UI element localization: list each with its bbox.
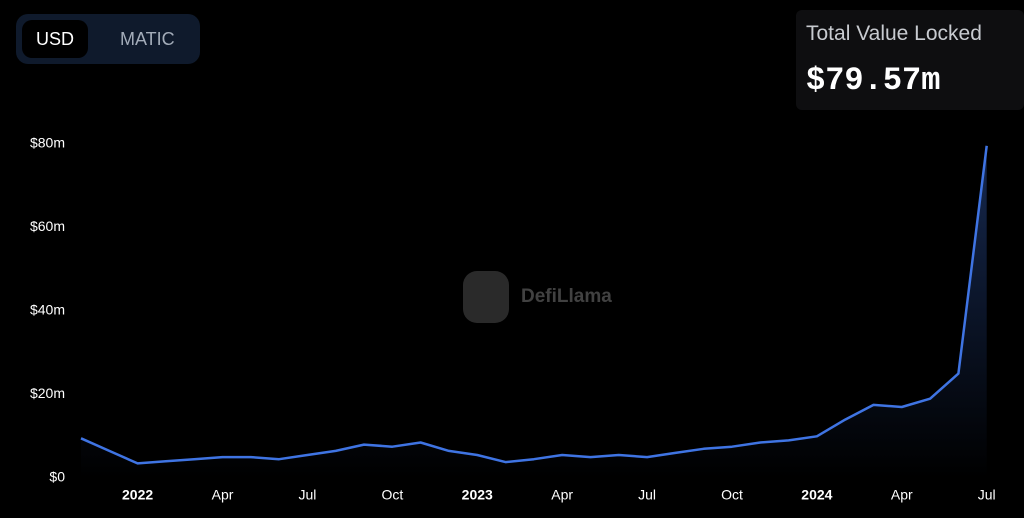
y-tick-label: $40m xyxy=(30,302,65,318)
currency-toggle: USD MATIC xyxy=(16,14,200,64)
x-tick-label: Jul xyxy=(638,487,656,503)
x-tick-label: Oct xyxy=(381,487,403,503)
x-tick-label: Apr xyxy=(891,487,913,503)
toggle-option[interactable]: USD xyxy=(22,20,89,58)
x-tick-label: Jul xyxy=(298,487,316,503)
x-tick-label: Apr xyxy=(551,487,573,503)
y-tick-label: $0 xyxy=(49,469,65,485)
area xyxy=(81,145,987,479)
watermark-text: DefiLlama xyxy=(521,286,612,307)
tvl-line xyxy=(80,145,988,465)
y-tick-label: $60m xyxy=(30,218,65,234)
y-tick-label: $80m xyxy=(30,135,65,151)
toggle-option[interactable]: MATIC xyxy=(120,29,175,49)
x-tick-label: Oct xyxy=(721,487,743,503)
summary-box: Total Value Locked $79.57m xyxy=(796,10,1024,110)
x-tick-label: Jul xyxy=(978,487,996,503)
watermark: DefiLlama xyxy=(463,271,612,323)
x-tick-label: 2022 xyxy=(122,487,153,503)
x-tick-label: 2023 xyxy=(462,487,493,503)
x-tick-label: Apr xyxy=(212,487,234,503)
x-tick-label: 2024 xyxy=(801,487,832,503)
summary-label: Total Value Locked xyxy=(806,22,982,45)
y-tick-label: $20m xyxy=(30,385,65,401)
summary-value: $79.57m xyxy=(806,62,941,99)
watermark-logo xyxy=(463,271,509,323)
